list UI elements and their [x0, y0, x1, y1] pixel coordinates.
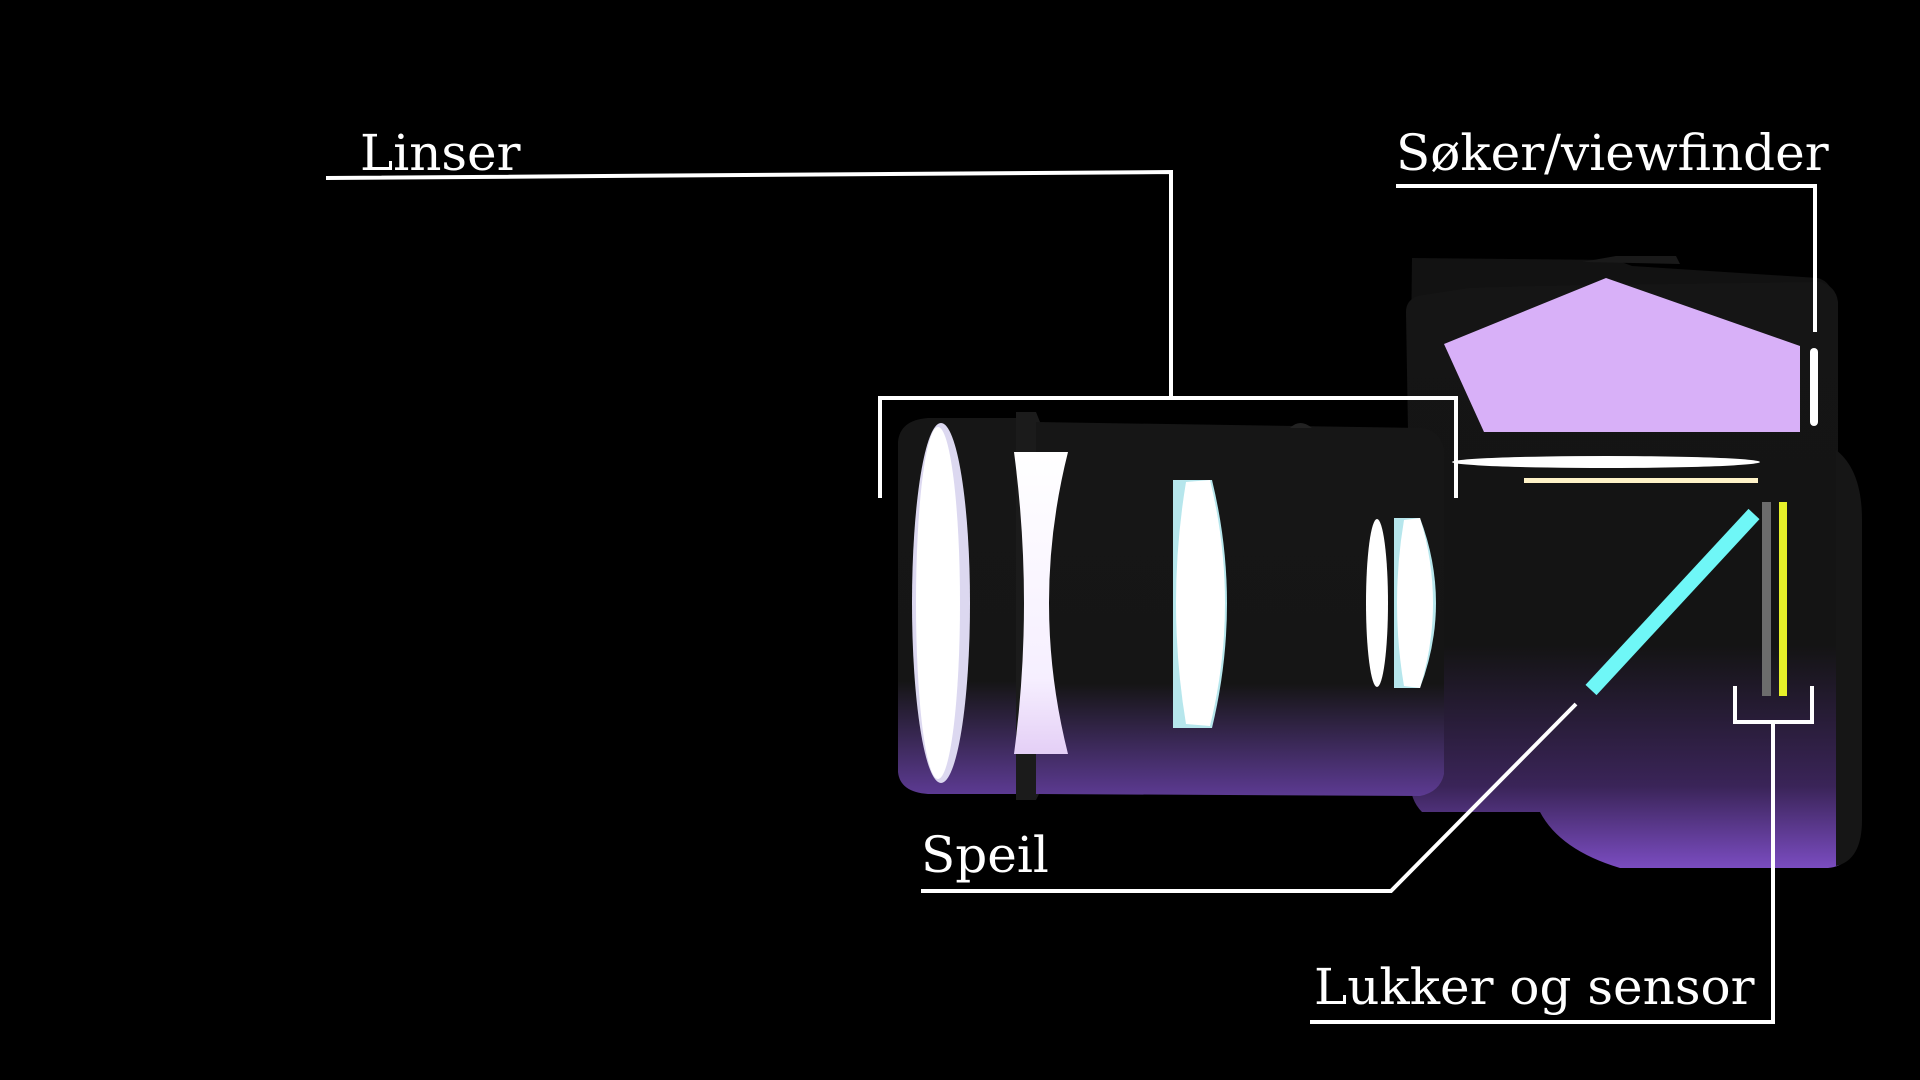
lenses-label: Linser: [360, 124, 521, 182]
eyepiece-window: [1810, 348, 1818, 426]
sensor-leader: [1310, 722, 1775, 1024]
plano-convex-lens-element: [1176, 480, 1225, 726]
rear-plano-convex-element: [1397, 518, 1433, 688]
viewfinder-leader: [1396, 184, 1817, 332]
rear-lens-element: [1366, 519, 1388, 687]
viewfinder-label: Søker/viewfinder: [1396, 124, 1829, 182]
shutter: [1762, 502, 1771, 696]
leader-lines: [325, 169, 1817, 1024]
grip: [1836, 450, 1862, 866]
lens-barrel: [898, 412, 1444, 800]
barrel-notch: [1290, 423, 1312, 428]
focusing-screen: [1452, 456, 1760, 483]
condenser-lens: [1452, 456, 1760, 468]
concave-lens-element: [1014, 452, 1068, 754]
lens-elements: [912, 423, 1436, 783]
lenses-leader: [325, 169, 1173, 398]
barrel-main: [1036, 422, 1444, 796]
focus-screen-plate: [1524, 478, 1758, 483]
image-sensor: [1779, 502, 1787, 696]
reflex-mirror: [1585, 508, 1760, 696]
shutter-sensor-label: Lukker og sensor: [1314, 958, 1755, 1016]
pentaprism: [1444, 278, 1800, 432]
front-lens-element-highlight: [916, 427, 960, 779]
hot-shoe: [1582, 256, 1680, 264]
lenses-bracket: [878, 396, 1458, 498]
mirror-leader: [921, 702, 1578, 893]
mirror-label: Speil: [921, 826, 1049, 884]
